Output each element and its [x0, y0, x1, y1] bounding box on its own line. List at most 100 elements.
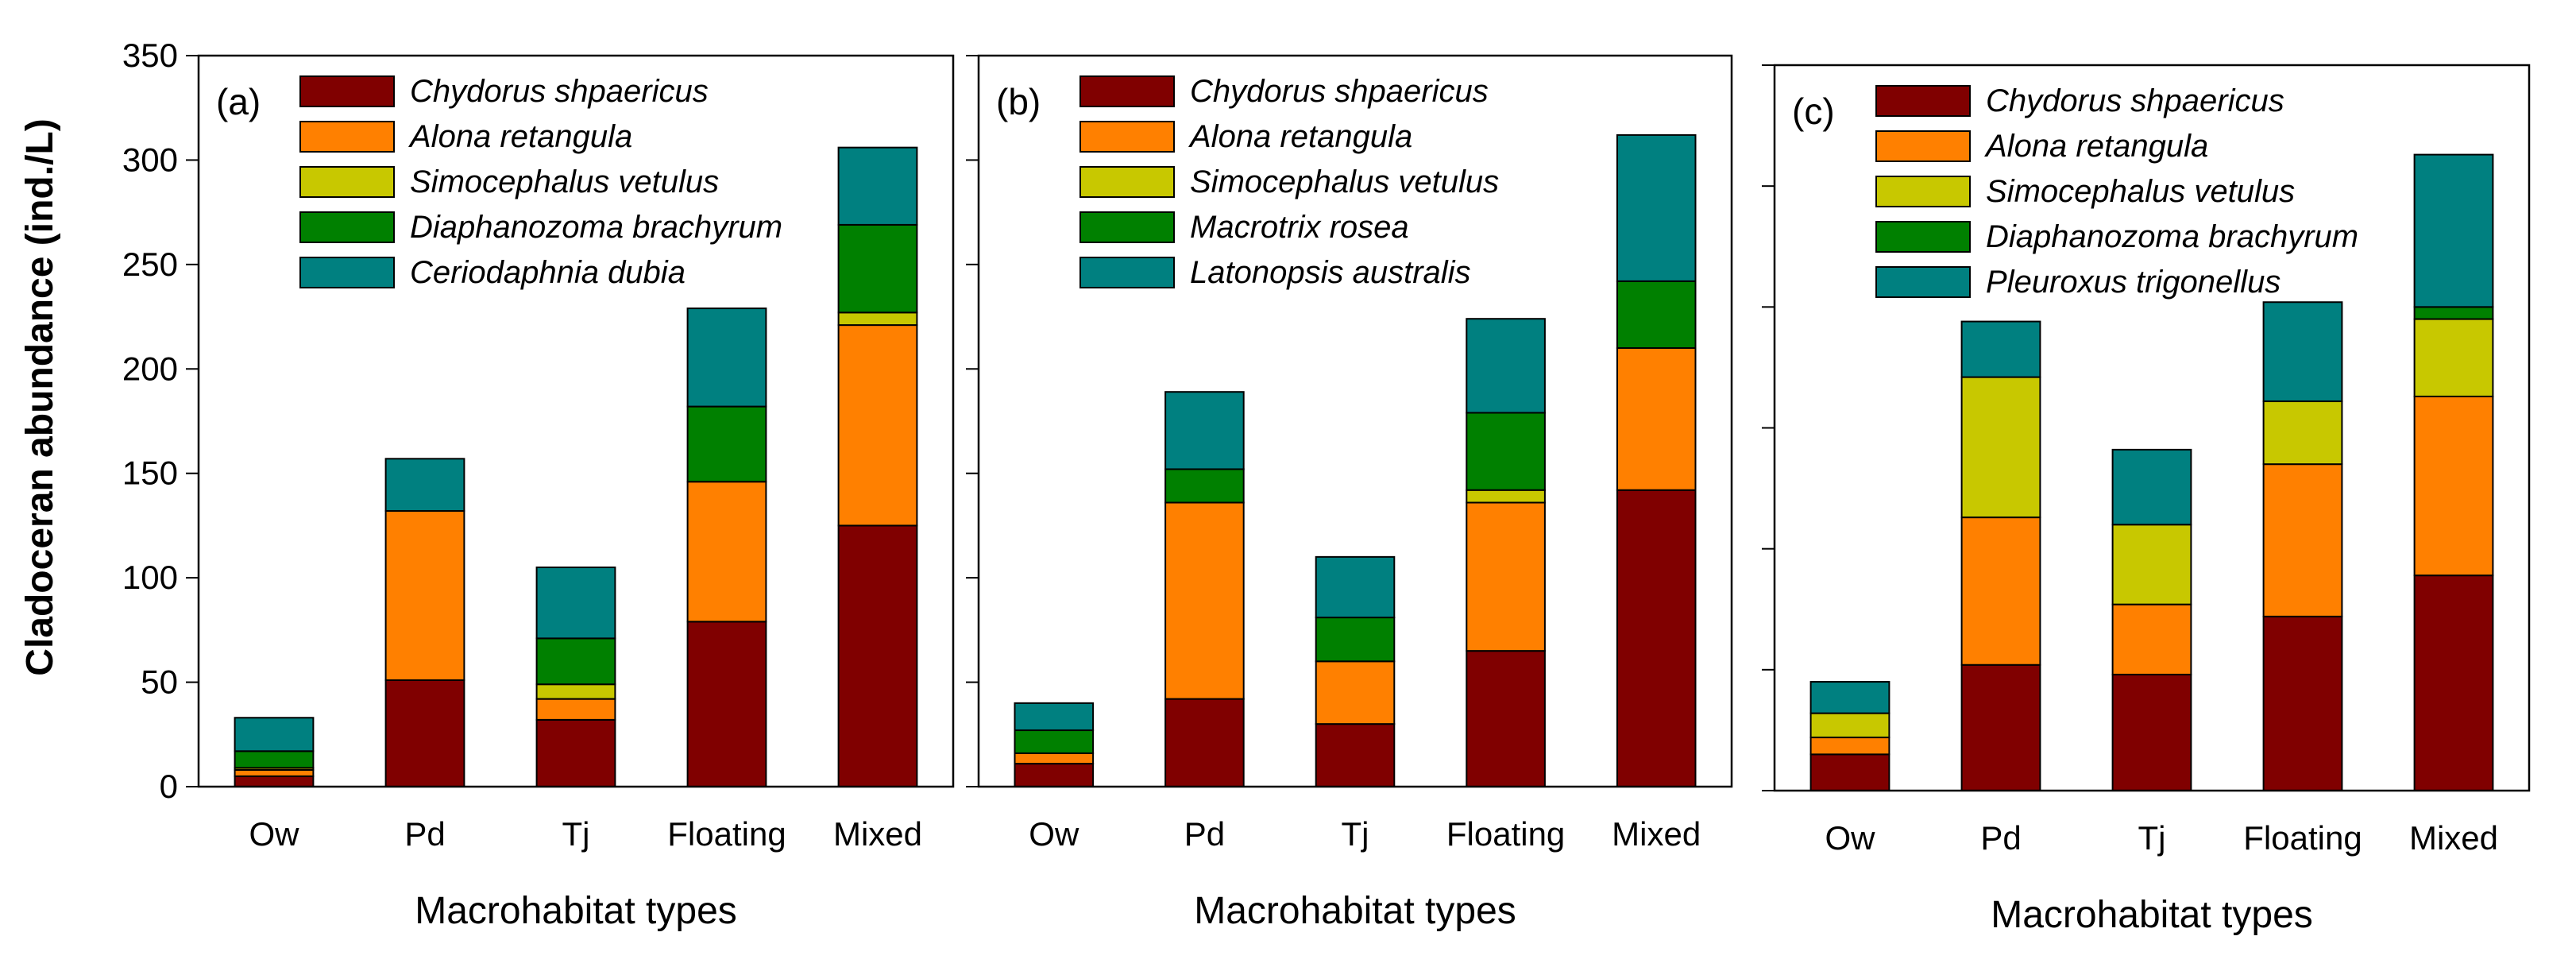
bar-segment	[1616, 280, 1697, 349]
legend-swatch	[1875, 266, 1971, 298]
bar-segment	[234, 750, 315, 769]
legend-swatch	[299, 211, 395, 243]
y-axis-title: Cladoceran abundance (ind./L)	[19, 118, 61, 675]
bar-segment	[1315, 660, 1396, 725]
bar-segment	[2262, 400, 2343, 466]
bar-segment	[1164, 391, 1245, 470]
legend-swatch	[299, 121, 395, 153]
x-axis-title: Macrohabitat types	[1991, 894, 2313, 936]
bar-segment	[837, 223, 918, 314]
bar-segment	[2413, 574, 2494, 791]
bar-segment	[2111, 448, 2192, 526]
x-tick-label: Tj	[2138, 819, 2166, 857]
bar-segment	[1809, 753, 1890, 791]
y-tick-label: 250	[122, 246, 178, 283]
bar-segment	[2111, 524, 2192, 605]
x-tick-label: Floating	[1446, 815, 1565, 853]
bar-segment	[535, 683, 616, 700]
x-tick-label: Tj	[1342, 815, 1369, 853]
bar-segment	[1809, 737, 1890, 756]
bar-segment	[1014, 702, 1095, 732]
x-tick-label: Ow	[1029, 815, 1079, 853]
chart-panel-3: Ow Pd Tj Floating Mixed (c) Chydorus shpaericu…	[1762, 64, 2531, 936]
legend-swatch	[1079, 166, 1175, 198]
panel-label: (b)	[996, 81, 1041, 122]
y-tick-label: 300	[122, 141, 178, 178]
bar-segment	[2262, 463, 2343, 617]
bar-segment	[535, 637, 616, 686]
bar-segment	[1616, 133, 1697, 282]
bar-segment	[1466, 318, 1546, 414]
y-tick-label: 100	[122, 559, 178, 596]
y-tick-label: 0	[160, 768, 178, 805]
bar-segment	[384, 679, 465, 788]
legend-swatch	[1875, 85, 1971, 117]
bar-segment	[2111, 603, 2192, 675]
x-tick-label: Floating	[2243, 819, 2362, 857]
x-axis-title: Macrohabitat types	[1194, 890, 1516, 932]
bar-segment	[1960, 516, 2041, 666]
legend-label: Simocephalus vetulus	[1190, 164, 1499, 199]
bar-segment	[1466, 489, 1546, 504]
bar-segment	[1466, 650, 1546, 788]
bar-segment	[535, 718, 616, 788]
bar-segment	[686, 481, 767, 623]
x-tick-label: Mixed	[2409, 819, 2498, 857]
bar-segment	[234, 775, 315, 787]
bar-segment	[384, 458, 465, 513]
bar-segment	[234, 717, 315, 752]
bar-segment	[1164, 501, 1245, 700]
bar-segment	[2111, 673, 2192, 791]
bar-segment	[2413, 318, 2494, 397]
legend-swatch	[299, 75, 395, 107]
x-tick-label: Pd	[1184, 815, 1225, 853]
legend-swatch	[1079, 211, 1175, 243]
legend-label: Chydorus shpaericus	[1190, 74, 1489, 109]
x-tick-label: Pd	[1980, 819, 2021, 857]
chart-panel-1: Ow Pd Tj Floating Mixed 0 50 100 150 200 250 300 350…	[122, 37, 955, 932]
x-tick-label: Tj	[562, 815, 590, 853]
bar-segment	[837, 324, 918, 527]
legend-label: Diaphanozoma brachyrum	[1986, 219, 2358, 254]
y-tick-label: 200	[122, 350, 178, 387]
legend-label: Latonopsis australis	[1190, 255, 1471, 290]
bar-segment	[1960, 663, 2041, 791]
bar-segment	[2413, 395, 2494, 577]
panel-label: (a)	[216, 81, 261, 122]
legend-swatch	[1875, 176, 1971, 207]
y-tick-label: 50	[141, 663, 178, 701]
bar-segment	[535, 567, 616, 640]
legend-label: Ceriodaphnia dubia	[410, 255, 686, 290]
bar-segment	[1014, 752, 1095, 765]
legend-swatch	[1875, 130, 1971, 162]
legend-label: Macrotrix rosea	[1190, 210, 1409, 245]
bar-segment	[686, 308, 767, 408]
x-axis-title: Macrohabitat types	[415, 890, 737, 932]
bar-segment	[837, 311, 918, 327]
legend-label: Diaphanozoma brachyrum	[410, 210, 782, 245]
plot-frame	[977, 54, 1733, 788]
bar-segment	[1164, 698, 1245, 787]
bar-segment	[1014, 763, 1095, 787]
bar-segment	[1960, 320, 2041, 378]
bar-segment	[1616, 489, 1697, 787]
plot-frame	[1773, 64, 2531, 792]
bar-segment	[1616, 347, 1697, 491]
bar-segment	[1164, 468, 1245, 504]
legend-label: Simocephalus vetulus	[410, 164, 719, 199]
bar-segment	[2413, 306, 2494, 320]
legend-label: Alona retangula	[1984, 129, 2208, 164]
x-tick-label: Ow	[1825, 819, 1876, 857]
legend-swatch	[1079, 257, 1175, 288]
legend-swatch	[1875, 221, 1971, 253]
bar-segment	[1315, 617, 1396, 663]
bar-segment	[1466, 501, 1546, 652]
x-tick-label: Ow	[249, 815, 300, 853]
legend-swatch	[1079, 121, 1175, 153]
bar-segment	[1466, 412, 1546, 491]
y-tick-label: 350	[122, 37, 178, 74]
legend-swatch	[299, 166, 395, 198]
bar-segment	[1960, 376, 2041, 519]
bar-segment	[837, 524, 918, 788]
